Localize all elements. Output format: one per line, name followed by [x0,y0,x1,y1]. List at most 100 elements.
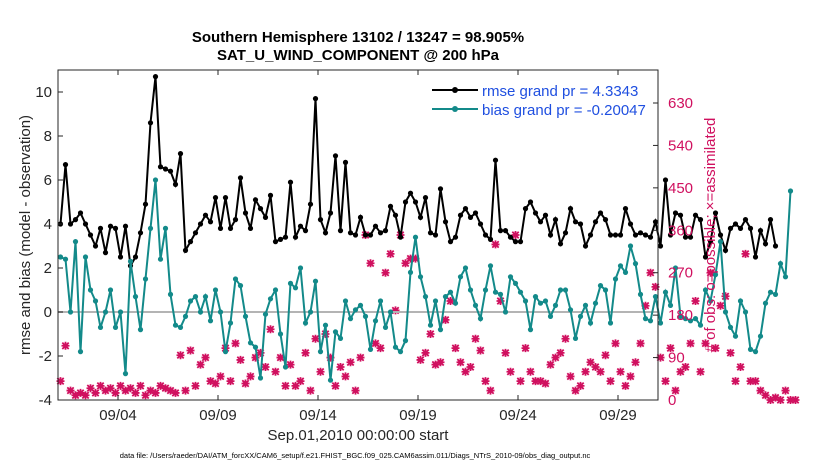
rmse-line [59,76,777,269]
obs-marker-shape [436,358,445,367]
obs-marker [366,259,375,268]
bias-point [317,349,324,355]
rmse-point [152,74,159,80]
rmse-point [467,214,474,220]
obs-marker-shape [531,377,540,386]
obs-marker-shape [701,339,710,348]
rmse-point [302,228,309,234]
obs-marker [351,386,360,395]
obs-marker-shape [336,363,345,371]
obs-marker [116,381,125,390]
bias-point [457,274,464,280]
obs-marker [336,363,345,371]
obs-marker-shape [441,315,450,324]
rmse-point [602,217,609,223]
rmse-point [397,234,404,240]
obs-marker-shape [66,386,75,395]
obs-marker-shape [246,372,255,381]
obs-marker-shape [106,384,115,393]
obs-marker-shape [381,268,390,277]
obs-marker [546,360,555,369]
obs-marker-shape [291,381,300,390]
obs-marker-shape [736,363,745,371]
obs-marker [576,381,585,390]
obs-marker-shape [196,360,205,369]
obs-marker-shape [141,391,150,400]
y2-tick-label: 90 [668,350,685,367]
rmse-point [182,247,189,253]
obs-marker-shape [496,297,505,305]
obs-marker-shape [71,391,80,400]
rmse-point [272,239,279,245]
rmse-point [767,217,774,223]
obs-marker [316,367,325,376]
bias-point [762,300,769,306]
obs-marker [671,386,680,395]
obs-marker-shape [486,386,495,395]
rmse-point [577,221,584,227]
bias-point [497,291,504,297]
rmse-point [362,232,369,238]
obs-marker-shape [116,381,125,390]
rmse-point [237,175,244,181]
obs-marker-shape [501,348,510,357]
obs-marker [251,353,260,362]
bias-point [237,283,244,289]
rmse-point [617,232,624,238]
obs-marker-shape [211,379,220,388]
obs-marker [566,372,575,381]
bias-point [482,287,489,293]
rmse-point [132,254,139,260]
x-tick-label: 09/19 [399,407,437,424]
obs-marker-shape [506,367,515,376]
obs-marker [401,259,410,268]
bias-point [112,324,119,330]
obs-marker [701,339,710,348]
rmse-point [477,221,484,227]
bias-point [192,294,199,300]
bias-point [262,311,269,317]
obs-marker-shape [126,384,135,393]
obs-marker-shape [761,391,770,400]
obs-marker [76,388,85,397]
bias-point [222,349,229,355]
obs-marker [506,367,515,376]
bias-point [277,331,284,337]
bias-point [522,298,529,304]
obs-marker-shape [216,372,225,381]
rmse-point [412,199,419,205]
bias-point [782,274,789,280]
rmse-point [482,232,489,238]
obs-marker [441,315,450,324]
obs-marker [521,344,530,353]
y2-axis-label: # of obs: o=possible; ×=assimilated [702,118,719,353]
obs-marker [181,386,190,395]
bias-point [402,338,409,344]
rmse-point [687,234,694,240]
obs-marker [356,353,365,362]
bias-point [87,287,94,293]
obs-marker-shape [161,384,170,393]
obs-marker-shape [326,353,335,362]
rmse-point [337,228,344,234]
legend: rmse grand pr = 4.3343 bias grand pr = -… [428,78,650,124]
x-tick-label: 09/29 [599,407,637,424]
rmse-point [267,192,274,198]
rmse-point [732,221,739,227]
bias-point [772,291,779,297]
obs-marker-shape [81,391,90,400]
obs-marker [466,363,475,371]
obs-marker-shape [86,384,95,393]
rmse-point [517,239,524,245]
rmse-point [442,219,449,225]
rmse-point [342,159,349,165]
rmse-point [612,232,619,238]
obs-marker [311,334,320,343]
bias-point [167,291,174,297]
obs-marker [501,348,510,357]
bias-point [542,298,549,304]
bias-point [292,285,299,291]
y2-tick-label: 540 [668,137,693,154]
obs-marker [581,367,590,376]
rmse-point [387,203,394,209]
